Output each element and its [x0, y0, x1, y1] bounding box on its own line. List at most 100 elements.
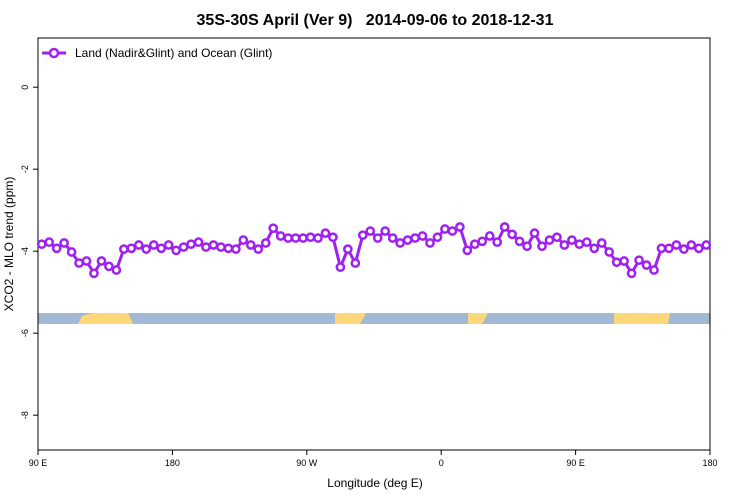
data-point [417, 231, 428, 241]
data-point [201, 242, 211, 252]
data-point [626, 268, 637, 279]
data-point [163, 240, 174, 250]
data-point [186, 239, 196, 250]
data-point [529, 228, 540, 238]
x-axis-label: Longitude (deg E) [327, 476, 422, 490]
data-point [148, 240, 159, 250]
data-point [589, 243, 600, 254]
data-point [499, 222, 510, 232]
y-tick-label: 0 [20, 85, 30, 90]
y-tick-label: -6 [20, 329, 30, 337]
data-point [275, 231, 286, 241]
data-point [156, 243, 167, 254]
data-point [104, 261, 114, 272]
data-point [126, 243, 137, 254]
data-point [507, 229, 517, 240]
data-point [686, 240, 697, 250]
data-point [656, 243, 667, 254]
data-point [447, 226, 458, 236]
data-point [514, 236, 525, 247]
chart-title: 35S-30S April (Ver 9) 2014-09-06 to 2018… [197, 12, 554, 29]
data-point [253, 244, 264, 254]
data-point [223, 243, 234, 254]
x-tick-label: 90 E [566, 458, 585, 468]
data-point [693, 243, 704, 254]
data-point [567, 235, 577, 245]
data-point [432, 232, 443, 243]
data-point [335, 262, 346, 273]
data-point [604, 247, 615, 257]
data-point [574, 239, 585, 250]
data-point [641, 260, 652, 270]
data-point [477, 236, 488, 247]
data-point [141, 244, 152, 254]
data-point [133, 240, 144, 250]
data-point [469, 239, 480, 250]
data-point [343, 244, 353, 254]
data-point [679, 244, 689, 254]
data-point [410, 233, 420, 243]
data-point [552, 232, 562, 243]
data-point [664, 243, 674, 254]
data-point [290, 233, 301, 243]
data-point [305, 232, 316, 243]
land-ocean-strip [38, 313, 710, 324]
data-point [119, 244, 129, 254]
data-point [671, 240, 682, 250]
data-point [245, 240, 256, 250]
data-point [36, 239, 47, 250]
x-tick-label: 0 [439, 458, 444, 468]
data-point [619, 256, 629, 266]
data-point [59, 238, 69, 248]
data-point [440, 224, 450, 234]
data-point [238, 235, 249, 245]
data-point [313, 233, 323, 243]
data-point [634, 255, 644, 266]
data-point [380, 226, 391, 236]
data-point [328, 232, 338, 243]
x-tick-label: 90 W [296, 458, 318, 468]
data-point [365, 226, 376, 236]
legend-marker [48, 47, 60, 59]
data-point [596, 238, 607, 248]
data-point [559, 240, 570, 250]
x-tick-label: 90 E [29, 458, 48, 468]
data-point [81, 256, 92, 266]
y-axis-label: XCO2 - MLO trend (ppm) [2, 177, 16, 312]
x-tick-label: 180 [165, 458, 180, 468]
data-point [216, 242, 226, 252]
data-point [208, 240, 219, 250]
y-tick-label: -2 [20, 165, 30, 173]
data-point [111, 265, 122, 275]
data-point [268, 223, 279, 234]
data-point [350, 258, 361, 268]
data-point [171, 245, 181, 256]
data-point [298, 233, 308, 243]
y-tick-label: -4 [20, 247, 30, 255]
data-point [395, 238, 405, 248]
data-point [44, 237, 55, 248]
data-point [544, 235, 555, 245]
data-point [96, 256, 107, 266]
x-tick-label: 180 [702, 458, 717, 468]
data-point [193, 237, 204, 248]
data-point [425, 238, 435, 248]
data-point [537, 241, 547, 252]
data-point [283, 233, 293, 243]
data-point [581, 237, 592, 248]
data-point [89, 268, 99, 279]
data-point [320, 228, 331, 238]
data-point [178, 242, 189, 252]
data-point [231, 244, 241, 254]
data-point [611, 257, 622, 268]
data-point [74, 258, 84, 268]
data-point [51, 243, 62, 254]
y-tick-label: -8 [20, 411, 30, 419]
data-point [649, 265, 659, 275]
data-point [492, 237, 503, 248]
legend-label: Land (Nadir&Glint) and Ocean (Glint) [75, 46, 272, 60]
data-point [66, 247, 77, 257]
data-point [260, 238, 271, 248]
data-point [402, 235, 413, 245]
